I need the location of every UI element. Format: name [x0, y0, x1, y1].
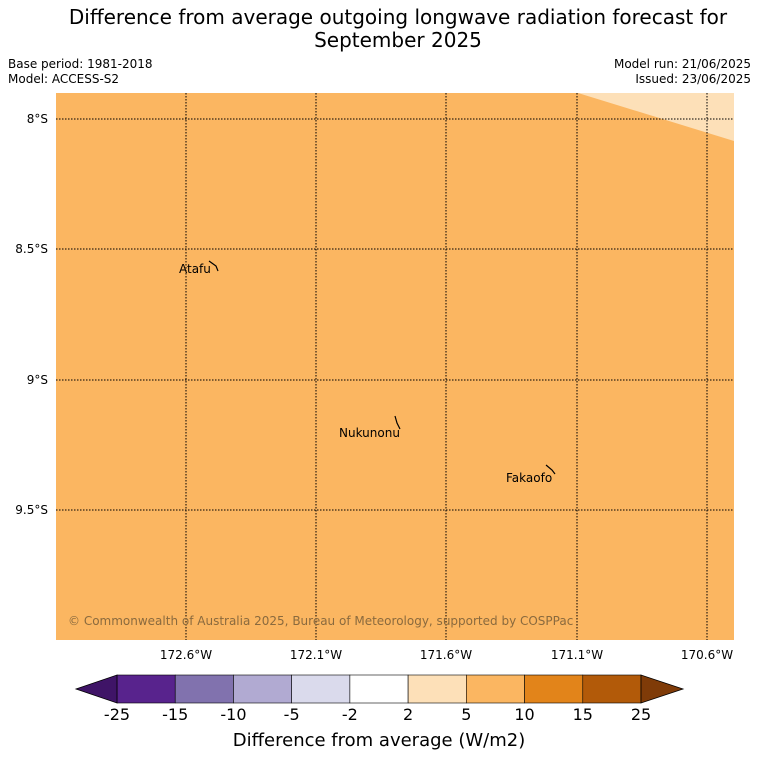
model-run: Model run: 21/06/2025: [613, 57, 751, 71]
lat-label-8s: 8°S: [26, 112, 48, 126]
colorbar-segment: [233, 674, 292, 704]
colorbar-tick-label: 2: [403, 705, 414, 724]
colorbar-tick-label: 25: [630, 705, 652, 724]
lat-label-9-5s: 9.5°S: [15, 503, 48, 517]
colorbar-tick-label: 5: [461, 705, 472, 724]
colorbar-segment: [466, 674, 525, 704]
map-area[interactable]: Atafu Nukunonu Fakaofo © Commonwealth of…: [56, 93, 734, 640]
atoll-fakaofo-outline: [545, 464, 556, 475]
lon-label-172-6w: 172.6°W: [159, 648, 213, 662]
lon-label-170-6w: 170.6°W: [680, 648, 734, 662]
colorbar-tick-label: 10: [514, 705, 535, 724]
place-nukunonu: Nukunonu: [339, 426, 400, 440]
colorbar-tick-label: -2: [341, 705, 358, 724]
colorbar-segment: [116, 674, 176, 704]
lon-label-171-1w: 171.1°W: [550, 648, 604, 662]
colorbar-segment: [407, 674, 467, 704]
colorbar-segment: [524, 674, 584, 704]
colorbar-tick-label: -25: [103, 705, 131, 724]
colorbar-segment: [291, 674, 351, 704]
title-line-1: Difference from average outgoing longwav…: [68, 5, 728, 29]
title-line-2: September 2025: [314, 28, 482, 52]
colorbar-min-extension: [74, 674, 118, 704]
colorbar-max-extension: [640, 674, 685, 704]
colorbar-tick-label: -15: [162, 705, 189, 724]
base-period: Base period: 1981-2018: [8, 57, 153, 71]
lat-label-9s: 9°S: [26, 373, 48, 387]
lon-label-172-1w: 172.1°W: [289, 648, 343, 662]
copyright-notice: © Commonwealth of Australia 2025, Bureau…: [68, 614, 574, 628]
map-overlay: [56, 93, 734, 640]
corner-anomaly-region: [578, 93, 734, 141]
atoll-atafu-outline: [208, 260, 219, 272]
colorbar-tick-label: 15: [572, 705, 593, 724]
meta-right: Model run: 21/06/2025 Issued: 23/06/2025: [614, 57, 751, 87]
issued-date: Issued: 23/06/2025: [635, 72, 751, 86]
atoll-nukunonu-outline: [394, 415, 401, 430]
colorbar-label: Difference from average (W/m2): [232, 730, 526, 751]
place-atafu: Atafu: [179, 262, 211, 276]
model-name: Model: ACCESS-S2: [8, 72, 120, 86]
place-fakaofo: Fakaofo: [506, 471, 553, 485]
colorbar-segment: [582, 674, 642, 704]
colorbar-segment: [349, 674, 409, 704]
lon-label-171-6w: 171.6°W: [419, 648, 473, 662]
lat-label-8-5s: 8.5°S: [15, 242, 48, 256]
map-title: Difference from average outgoing longwav…: [0, 6, 758, 52]
colorbar-tick-label: -5: [283, 705, 300, 724]
meta-left: Base period: 1981-2018 Model: ACCESS-S2: [8, 57, 153, 87]
colorbar-segment: [174, 674, 234, 704]
colorbar-tick-label: -10: [220, 705, 247, 724]
